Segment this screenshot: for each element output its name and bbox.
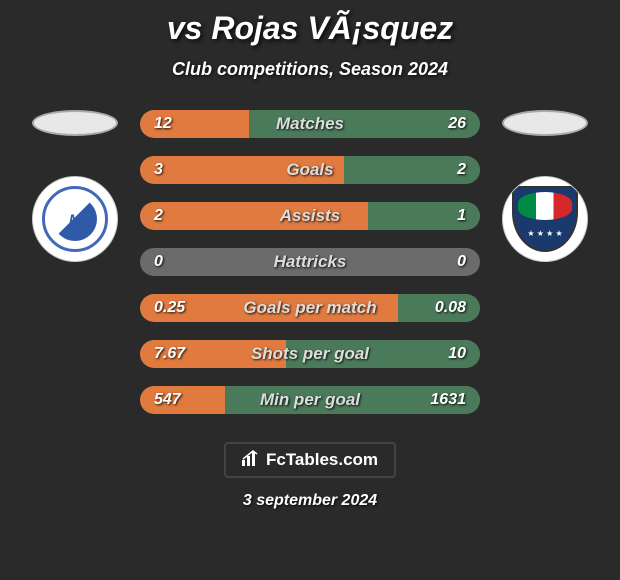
player-placeholder-left bbox=[32, 110, 118, 136]
site-logo: FcTables.com bbox=[224, 442, 396, 478]
stat-bar: 5471631Min per goal bbox=[140, 386, 480, 414]
stat-label: Shots per goal bbox=[140, 344, 480, 364]
stat-label: Goals bbox=[140, 160, 480, 180]
stat-label: Goals per match bbox=[140, 298, 480, 318]
stat-label: Assists bbox=[140, 206, 480, 226]
club-badge-left: M bbox=[32, 176, 118, 262]
stats-column: 1226Matches 32Goals 21Assists 00Hattricks 0.… bbox=[140, 110, 480, 414]
stat-bar: 00Hattricks bbox=[140, 248, 480, 276]
stat-bar: 21Assists bbox=[140, 202, 480, 230]
stat-label: Matches bbox=[140, 114, 480, 134]
left-column: M bbox=[30, 110, 120, 262]
comparison-infographic: vs Rojas VÃ¡squez Club competitions, Sea… bbox=[0, 0, 620, 580]
club-crest-left: M bbox=[42, 186, 108, 252]
stat-label: Hattricks bbox=[140, 252, 480, 272]
player-placeholder-right bbox=[502, 110, 588, 136]
club-letter-left: M bbox=[69, 211, 81, 227]
page-title: vs Rojas VÃ¡squez bbox=[167, 10, 453, 47]
club-badge-right: ★ ★ ★ ★ bbox=[502, 176, 588, 262]
stat-bar: 0.250.08Goals per match bbox=[140, 294, 480, 322]
logo-text: FcTables.com bbox=[266, 450, 378, 470]
date-label: 3 september 2024 bbox=[243, 492, 377, 510]
right-column: ★ ★ ★ ★ bbox=[500, 110, 590, 262]
main-area: M 1226Matches 32Goals 21Assists 00Hattricks… bbox=[0, 110, 620, 414]
stat-bar: 7.6710Shots per goal bbox=[140, 340, 480, 368]
page-subtitle: Club competitions, Season 2024 bbox=[172, 59, 448, 80]
stat-bar: 1226Matches bbox=[140, 110, 480, 138]
chart-icon bbox=[242, 450, 260, 471]
stat-label: Min per goal bbox=[140, 390, 480, 410]
club-crest-right: ★ ★ ★ ★ bbox=[512, 186, 578, 252]
stat-bar: 32Goals bbox=[140, 156, 480, 184]
